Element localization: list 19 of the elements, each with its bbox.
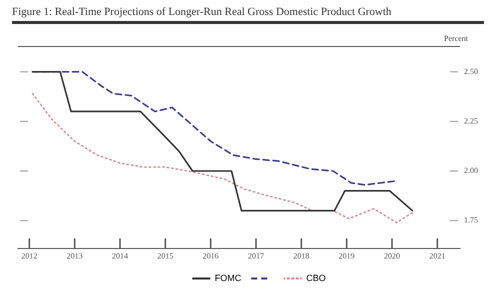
y-tick-label: 2.00: [464, 166, 478, 176]
y-tick-label: 1.75: [464, 216, 478, 225]
legend-label: CBO: [306, 272, 326, 283]
x-tick-label: 2013: [66, 251, 83, 260]
x-tick-label: 2016: [202, 251, 219, 260]
legend-label: FOMC: [214, 272, 242, 283]
x-tick-label: 2014: [112, 251, 128, 260]
x-tick-label: 2019: [338, 251, 355, 260]
line-series: [32, 92, 414, 224]
x-tick-label: 2017: [248, 251, 264, 260]
y-tick-label: 2.50: [464, 66, 478, 76]
x-tick-label: 2012: [21, 251, 38, 260]
x-tick-label: 2021: [429, 251, 446, 260]
x-tick-label: 2018: [293, 251, 310, 260]
chart-title: Figure 1: Real-Time Projections of Longer-Run Real Gross Domestic Product Growth: [12, 4, 484, 24]
y-axis-title: Percent: [444, 34, 469, 44]
x-tick-label: 2020: [384, 251, 400, 260]
x-tick-label: 2015: [157, 251, 174, 260]
y-tick-label: 2.25: [464, 116, 478, 126]
